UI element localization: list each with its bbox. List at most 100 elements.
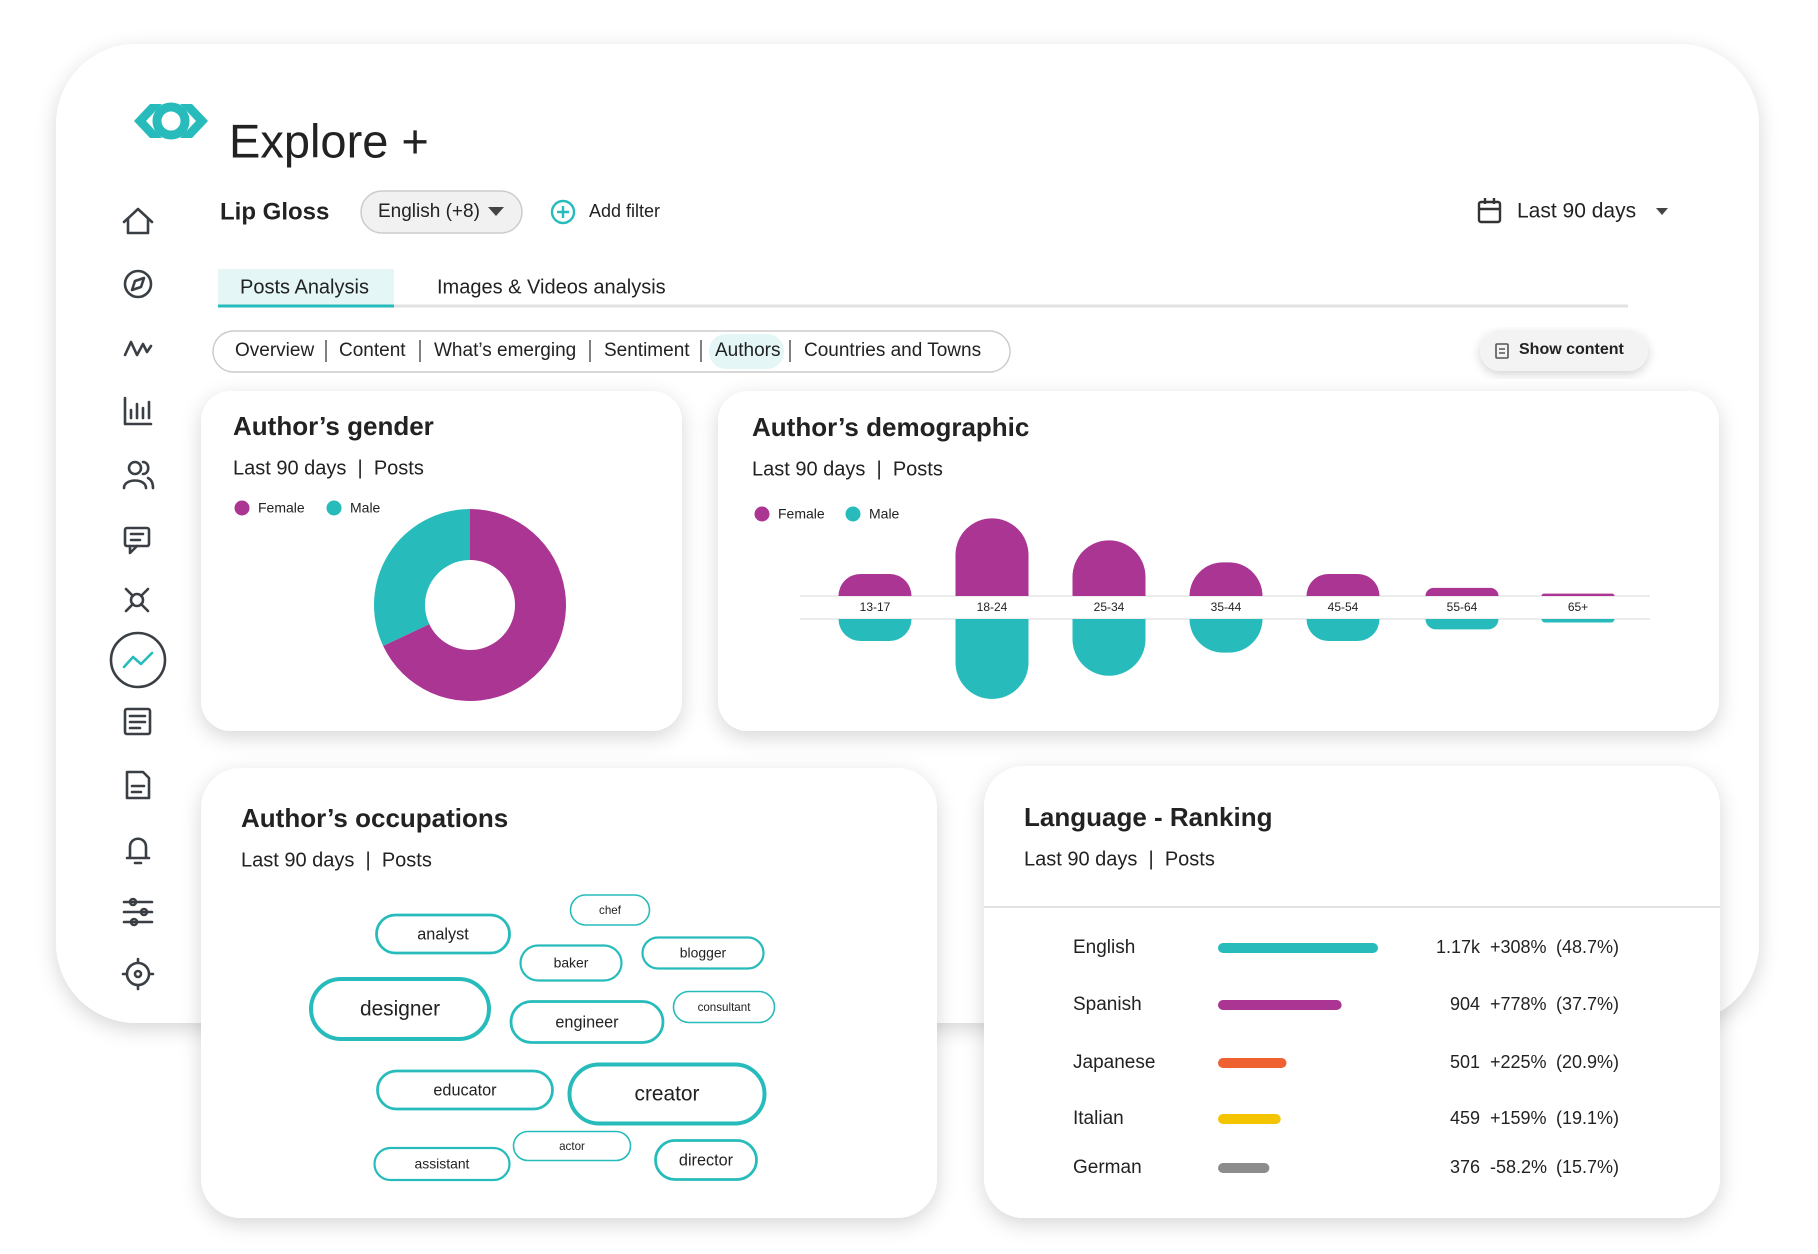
donut-slice [383,509,567,702]
subtab[interactable]: Sentiment [604,340,690,361]
age-label: 18-24 [977,600,1008,614]
show-content[interactable]: Show content [1519,341,1625,358]
occupation-pill [375,913,511,955]
age-label: 25-34 [1094,600,1125,614]
age-label: 55-64 [1447,600,1478,614]
age-label: 35-44 [1211,600,1242,614]
documents-icon[interactable] [125,770,151,800]
language-bar [1218,1000,1342,1010]
language-name: Japanese [1073,1052,1155,1073]
analysis-icon[interactable] [122,651,154,669]
active-icon-bg [109,631,167,689]
demographic-bar [1072,619,1146,676]
add-filter[interactable]: Add filter [589,201,660,221]
demographic-bar [1425,587,1499,596]
occupation-pill [641,936,765,970]
language-share: (37.7%) [1556,994,1619,1014]
language-value: 501 [1450,1052,1480,1072]
subtab[interactable]: Overview [235,340,314,361]
demographic-bar [1306,619,1380,642]
legend-label: Male [350,500,381,516]
occupation-pill [519,944,623,982]
tab[interactable]: Posts Analysis [240,276,369,298]
occupation-pill [567,1062,767,1126]
explore-icon[interactable] [123,269,153,299]
demographic-card [718,391,1719,731]
network-icon[interactable] [124,587,150,613]
language-change: +778% [1490,994,1547,1014]
occupation-word: designer [360,998,440,1021]
audience-icon[interactable] [122,460,155,490]
reports-icon[interactable] [123,707,152,736]
donut-slice [374,509,470,646]
language-value: 376 [1450,1157,1480,1177]
demographic-bar [1541,619,1615,623]
occupation-pill [672,990,776,1024]
language-bar [1218,943,1378,953]
language-value: 1.17k [1436,937,1481,957]
language-dropdown[interactable] [360,190,523,234]
date-range[interactable]: Last 90 days [1517,200,1636,223]
demographic-bar [1306,573,1380,596]
occupation-word: assistant [415,1156,470,1172]
demographic-bar [1072,540,1146,596]
occupation-word: actor [559,1140,585,1153]
conversations-icon[interactable] [123,526,151,555]
demographic-bar [838,573,912,596]
calendar-icon [1477,198,1502,224]
occupation-word: baker [554,955,589,971]
card-title: Author’s occupations [241,803,508,833]
app-title: Explore + [229,114,429,167]
language-name: Spanish [1073,994,1142,1015]
occupation-pill [309,977,491,1041]
show-content-icon [1495,343,1509,359]
subtab[interactable]: Authors [715,340,780,361]
card-title: Author’s gender [233,411,434,441]
occupation-word: chef [599,904,622,917]
demographic-bar [955,518,1029,596]
tab[interactable]: Images & Videos analysis [437,276,666,298]
language-filter[interactable]: English (+8) [378,201,480,222]
subtab[interactable]: What’s emerging [434,340,576,361]
language-bar [1218,1114,1281,1124]
subtab[interactable]: Countries and Towns [804,340,981,361]
age-label: 13-17 [860,600,891,614]
trends-icon[interactable] [123,340,153,357]
subtab[interactable]: Content [339,340,406,361]
admin-icon[interactable] [121,957,155,991]
query: Lip Gloss [220,198,329,225]
card-subtitle: Last 90 days | Posts [233,457,424,479]
home-icon[interactable] [122,207,154,235]
legend-label: Male [869,506,900,522]
occupation-word: director [679,1151,734,1169]
dropdown-caret [488,207,504,216]
alerts-icon[interactable] [125,837,151,865]
occupation-pill [569,894,651,926]
stats-icon[interactable] [123,396,153,426]
language-name: English [1073,937,1135,958]
sidebar [109,207,167,991]
occupation-word: educator [433,1081,497,1099]
age-label: 65+ [1568,600,1588,614]
language-bar [1218,1163,1270,1173]
add-filter-plus [557,206,569,218]
occupation-word: consultant [698,1001,752,1014]
language-change: -58.2% [1490,1157,1547,1177]
language-share: (20.9%) [1556,1052,1619,1072]
card-subtitle: Last 90 days | Posts [1024,848,1215,870]
age-label: 45-54 [1328,600,1359,614]
active-subtab-bg [709,334,784,369]
subtabs-bar [212,330,1011,373]
add-filter-icon[interactable] [550,199,576,225]
legend-swatch [754,506,770,522]
occupation-pill [509,1000,665,1044]
legend-label: Female [778,506,825,522]
occupation-pill [373,1146,511,1182]
language-change: +225% [1490,1052,1547,1072]
settings-icon[interactable] [122,897,154,927]
show-content-button[interactable] [1480,331,1648,371]
demographic-bar [838,619,912,642]
active-tab-bg [218,269,394,306]
